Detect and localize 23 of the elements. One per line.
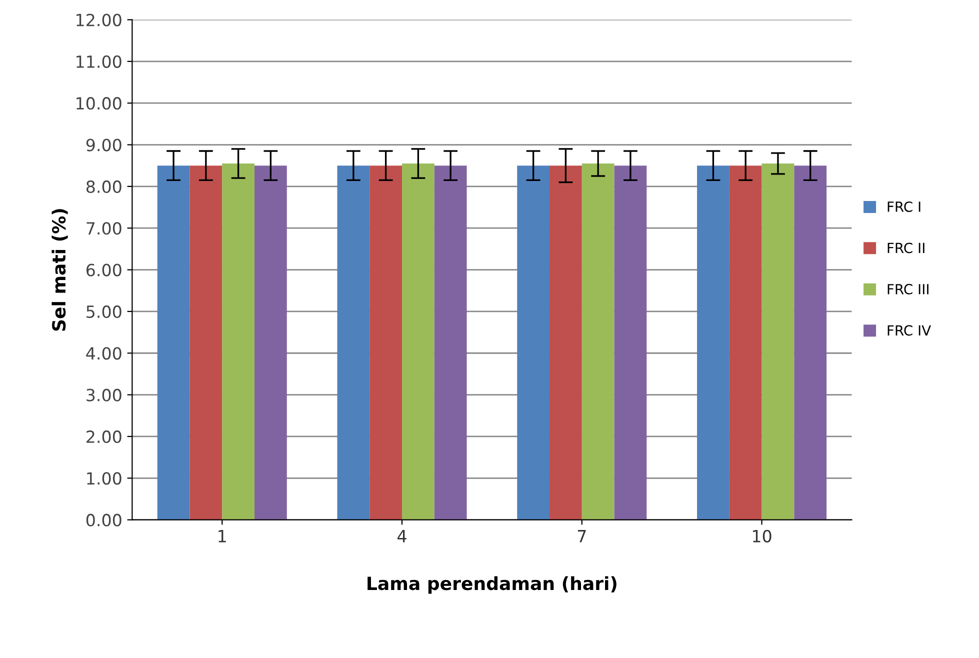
legend-label: FRC III	[888, 284, 928, 294]
x-axis-title: Lama perendaman (hari)	[368, 576, 616, 594]
y-tick-label: 9.00	[86, 138, 122, 152]
y-tick-label: 6.00	[86, 264, 122, 276]
y-tick-label: 4.00	[86, 347, 122, 360]
y-tick-label: 11.00	[76, 55, 122, 68]
y-tick-label: 10.00	[76, 97, 122, 110]
y-tick-label: 8.00	[86, 180, 122, 193]
y-axis-title: Sel mati (%)	[52, 209, 68, 331]
y-tick-label: 0.00	[86, 514, 122, 526]
x-tick-label: 1	[218, 530, 226, 542]
y-tick-label: 12.00	[76, 14, 122, 26]
legend-label: FRC I	[888, 201, 920, 212]
x-tick-label: 4	[398, 530, 406, 542]
y-tick-label: 7.00	[86, 222, 122, 235]
x-tick-label: 10	[753, 530, 772, 542]
y-tick-label: 1.00	[87, 472, 122, 485]
y-tick-label: 5.00	[86, 305, 122, 318]
y-tick-label: 3.00	[86, 388, 122, 402]
legend-label: FRC II	[888, 242, 924, 254]
legend-label: FRC IV	[888, 325, 931, 336]
y-tick-label: 2.00	[86, 430, 122, 444]
x-tick-label: 7	[578, 530, 586, 542]
